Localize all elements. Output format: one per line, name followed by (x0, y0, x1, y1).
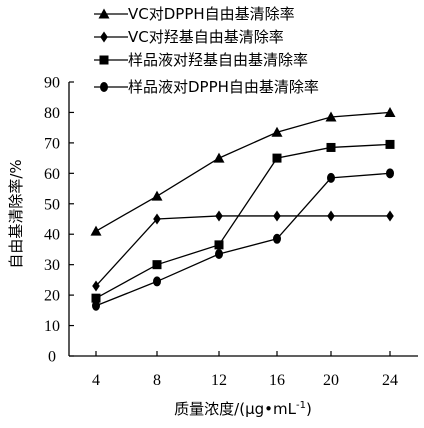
legend-marker-triangle (98, 8, 110, 19)
data-point-circle (92, 300, 100, 311)
x-tick-label: 4 (92, 372, 100, 389)
y-tick-label: 20 (44, 288, 60, 305)
x-ticks: 4 8 12 16 20 24 (92, 351, 398, 389)
data-point-diamond (92, 280, 100, 292)
data-point-triangle (325, 111, 337, 122)
y-tick-label: 50 (44, 196, 60, 213)
data-point-circle (215, 249, 223, 260)
y-tick-label: 30 (44, 257, 60, 274)
series-line-circle (95, 172, 391, 307)
data-point-circle (386, 168, 394, 179)
y-tick-label: 90 (44, 75, 60, 92)
data-point-circle (273, 233, 281, 244)
data-point-triangle (271, 126, 283, 137)
data-point-triangle (213, 152, 225, 163)
series-line-square (95, 143, 391, 299)
legend: VC对DPPH自由基清除率 VC对羟基自由基清除率样品液对羟基自由基清除率样品液对… (94, 5, 319, 96)
x-axis-label: 质量浓度/(μg•mL-1) (174, 400, 312, 418)
data-point-square (91, 293, 101, 303)
data-point-diamond (215, 210, 223, 222)
legend-label: VC对DPPH自由基清除率 (128, 5, 295, 23)
data-point-diamond (327, 210, 335, 222)
data-point-diamond (386, 210, 394, 222)
y-tick-label: 40 (44, 227, 60, 244)
data-point-triangle (151, 190, 163, 201)
legend-label: 样品液对羟基自由基清除率 (128, 51, 308, 69)
y-tick-label: 0 (48, 349, 56, 366)
y-tick-label: 10 (44, 318, 60, 335)
data-point-square (214, 240, 224, 250)
data-point-diamond (153, 213, 161, 225)
data-point-square (385, 139, 395, 149)
data-point-diamond (273, 210, 281, 222)
x-axis-label-end: ) (306, 400, 312, 418)
series-line-diamond (95, 215, 390, 287)
x-tick-label: 16 (269, 372, 285, 389)
x-axis-label-sup: -1 (296, 400, 306, 411)
x-tick-label: 8 (153, 372, 161, 389)
y-ticks: 0 10 20 30 40 50 60 70 80 90 (44, 75, 74, 366)
y-tick-label: 70 (44, 135, 60, 152)
data-point-triangle (90, 225, 102, 236)
y-tick-label: 80 (44, 105, 60, 122)
data-point-square (272, 153, 282, 163)
x-tick-label: 12 (211, 372, 227, 389)
legend-marker-diamond (100, 31, 108, 43)
legend-marker-square (99, 55, 109, 65)
axes (68, 82, 418, 357)
data-point-square (326, 142, 336, 152)
series-line-triangle (95, 111, 391, 232)
y-axis-label: 自由基清除率/% (7, 159, 25, 268)
legend-marker-circle (100, 82, 108, 92)
series-group (90, 106, 396, 311)
legend-label: VC对羟基自由基清除率 (128, 28, 284, 46)
x-axis-label-main: 质量浓度/(μg•mL (174, 400, 296, 418)
data-point-square (152, 260, 162, 270)
x-tick-label: 24 (382, 372, 398, 389)
legend-label: 样品液对DPPH自由基清除率 (128, 78, 319, 96)
x-tick-label: 20 (323, 372, 339, 389)
data-point-circle (153, 276, 161, 287)
data-point-circle (327, 172, 335, 183)
data-point-triangle (384, 106, 396, 117)
y-tick-label: 60 (44, 166, 60, 183)
